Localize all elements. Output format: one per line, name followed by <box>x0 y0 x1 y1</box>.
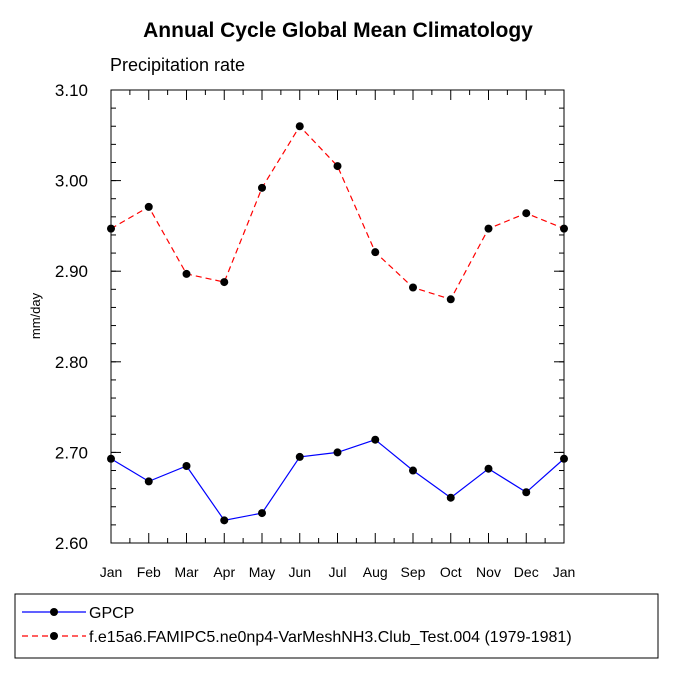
y-tick-label: 2.60 <box>55 534 88 553</box>
data-point <box>333 448 342 457</box>
x-tick-label: Dec <box>514 564 539 580</box>
data-point <box>446 295 455 304</box>
data-point <box>220 278 229 287</box>
x-tick-label: Aug <box>363 564 388 580</box>
data-point <box>371 435 380 444</box>
x-tick-label: Feb <box>137 564 161 580</box>
data-point <box>107 454 115 463</box>
x-tick-label: Nov <box>476 564 501 580</box>
data-point <box>446 493 455 502</box>
data-point <box>409 466 417 475</box>
legend-label: f.e15a6.FAMIPC5.ne0np4-VarMeshNH3.Club_T… <box>89 629 572 646</box>
legend-marker <box>50 608 58 616</box>
y-tick-label: 2.70 <box>55 443 88 462</box>
data-point <box>258 509 266 518</box>
data-point <box>144 202 153 211</box>
data-point <box>295 452 304 461</box>
plot-frame <box>110 89 565 544</box>
series-group <box>107 122 568 525</box>
data-point <box>409 283 417 292</box>
data-point <box>144 477 153 486</box>
chart-subtitle: Precipitation rate <box>110 55 245 75</box>
y-tick-label: 2.80 <box>55 353 88 372</box>
x-tick-label: Oct <box>440 564 462 580</box>
data-point <box>560 454 568 463</box>
chart-title: Annual Cycle Global Mean Climatology <box>143 19 533 42</box>
data-point <box>182 269 191 278</box>
x-tick-label: Sep <box>401 564 426 580</box>
data-point <box>560 224 568 233</box>
y-tick-label: 3.00 <box>55 172 88 191</box>
legend-box <box>14 593 659 659</box>
x-tick-label: Jan <box>100 564 123 580</box>
data-point <box>484 464 493 473</box>
data-point <box>258 183 266 192</box>
y-tick-label: 3.10 <box>55 81 88 100</box>
legend: GPCP f.e15a6.FAMIPC5.ne0np4-VarMeshNH3.Cl… <box>22 605 572 646</box>
series-line-1 <box>110 125 565 301</box>
data-point <box>371 248 380 257</box>
data-point <box>220 516 229 525</box>
x-tick-label: Apr <box>213 564 235 580</box>
axis-ticks: Jan Feb Mar Apr May Jun Jul Aug Sep Oct Nov Dec Jan 2… <box>55 81 575 580</box>
data-point <box>484 224 493 233</box>
y-axis-label: mm/day <box>28 292 43 339</box>
data-point <box>522 488 531 497</box>
x-tick-label: Jan <box>553 564 576 580</box>
y-tick-label: 2.90 <box>55 262 88 281</box>
data-point <box>522 209 531 218</box>
data-point <box>182 461 191 470</box>
data-point <box>295 122 304 131</box>
data-point <box>107 224 115 233</box>
data-point <box>333 162 342 171</box>
legend-marker <box>50 632 58 640</box>
legend-label: GPCP <box>89 605 134 622</box>
x-tick-label: Mar <box>174 564 198 580</box>
x-tick-label: May <box>249 564 275 580</box>
x-tick-label: Jun <box>288 564 311 580</box>
x-tick-label: Jul <box>329 564 347 580</box>
